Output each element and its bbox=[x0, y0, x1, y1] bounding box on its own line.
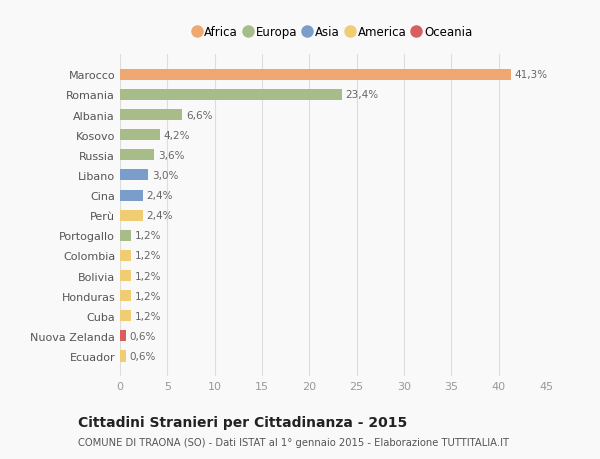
Bar bbox=[120, 190, 143, 201]
Text: Cittadini Stranieri per Cittadinanza - 2015: Cittadini Stranieri per Cittadinanza - 2… bbox=[78, 415, 407, 429]
Text: 0,6%: 0,6% bbox=[130, 331, 156, 341]
Bar bbox=[120, 150, 154, 161]
Text: 1,2%: 1,2% bbox=[135, 311, 161, 321]
Bar bbox=[120, 210, 143, 221]
Text: 4,2%: 4,2% bbox=[164, 130, 190, 140]
Bar bbox=[120, 311, 131, 322]
Bar bbox=[120, 230, 131, 241]
Bar bbox=[120, 351, 125, 362]
Text: 1,2%: 1,2% bbox=[135, 251, 161, 261]
Bar bbox=[120, 330, 125, 341]
Text: 1,2%: 1,2% bbox=[135, 291, 161, 301]
Text: COMUNE DI TRAONA (SO) - Dati ISTAT al 1° gennaio 2015 - Elaborazione TUTTITALIA.: COMUNE DI TRAONA (SO) - Dati ISTAT al 1°… bbox=[78, 437, 509, 447]
Bar bbox=[120, 70, 511, 81]
Text: 1,2%: 1,2% bbox=[135, 231, 161, 241]
Text: 1,2%: 1,2% bbox=[135, 271, 161, 281]
Text: 0,6%: 0,6% bbox=[130, 351, 156, 361]
Text: 6,6%: 6,6% bbox=[186, 110, 213, 120]
Bar bbox=[120, 270, 131, 281]
Legend: Africa, Europa, Asia, America, Oceania: Africa, Europa, Asia, America, Oceania bbox=[190, 22, 476, 42]
Bar bbox=[120, 291, 131, 302]
Bar bbox=[120, 250, 131, 262]
Bar bbox=[120, 90, 341, 101]
Text: 2,4%: 2,4% bbox=[146, 211, 173, 221]
Text: 3,0%: 3,0% bbox=[152, 171, 179, 180]
Text: 23,4%: 23,4% bbox=[346, 90, 379, 100]
Bar bbox=[120, 110, 182, 121]
Text: 3,6%: 3,6% bbox=[158, 151, 184, 161]
Text: 2,4%: 2,4% bbox=[146, 190, 173, 201]
Bar bbox=[120, 170, 148, 181]
Text: 41,3%: 41,3% bbox=[515, 70, 548, 80]
Bar bbox=[120, 130, 160, 141]
